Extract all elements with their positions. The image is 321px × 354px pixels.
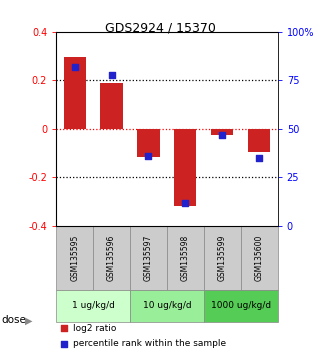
Bar	[174, 129, 196, 206]
Point	[61, 325, 66, 331]
Point	[61, 341, 66, 347]
Text: ▶: ▶	[25, 316, 33, 326]
Bar	[167, 226, 204, 290]
Text: GSM135599: GSM135599	[218, 234, 227, 281]
Text: GDS2924 / 15370: GDS2924 / 15370	[105, 21, 216, 34]
Bar	[64, 57, 86, 129]
Text: GSM135598: GSM135598	[181, 235, 190, 281]
Text: GSM135595: GSM135595	[70, 234, 79, 281]
Bar	[211, 129, 233, 135]
Bar	[241, 226, 278, 290]
Text: log2 ratio: log2 ratio	[73, 324, 116, 333]
Point	[183, 200, 188, 205]
Point	[256, 155, 262, 161]
Point	[146, 153, 151, 159]
Bar	[56, 290, 130, 322]
Point	[109, 72, 114, 78]
Text: 10 ug/kg/d: 10 ug/kg/d	[143, 301, 191, 310]
Text: GSM135596: GSM135596	[107, 234, 116, 281]
Bar	[130, 226, 167, 290]
Text: dose: dose	[2, 315, 26, 325]
Text: GSM135600: GSM135600	[255, 234, 264, 281]
Bar	[93, 226, 130, 290]
Bar	[204, 226, 241, 290]
Bar	[137, 129, 160, 157]
Bar	[130, 290, 204, 322]
Point	[220, 132, 225, 137]
Text: 1 ug/kg/d: 1 ug/kg/d	[72, 301, 115, 310]
Bar	[100, 83, 123, 129]
Text: GSM135597: GSM135597	[144, 234, 153, 281]
Bar	[204, 290, 278, 322]
Text: percentile rank within the sample: percentile rank within the sample	[73, 339, 226, 348]
Point	[72, 64, 77, 70]
Bar	[248, 129, 270, 152]
Text: 1000 ug/kg/d: 1000 ug/kg/d	[211, 301, 271, 310]
Bar	[56, 226, 93, 290]
